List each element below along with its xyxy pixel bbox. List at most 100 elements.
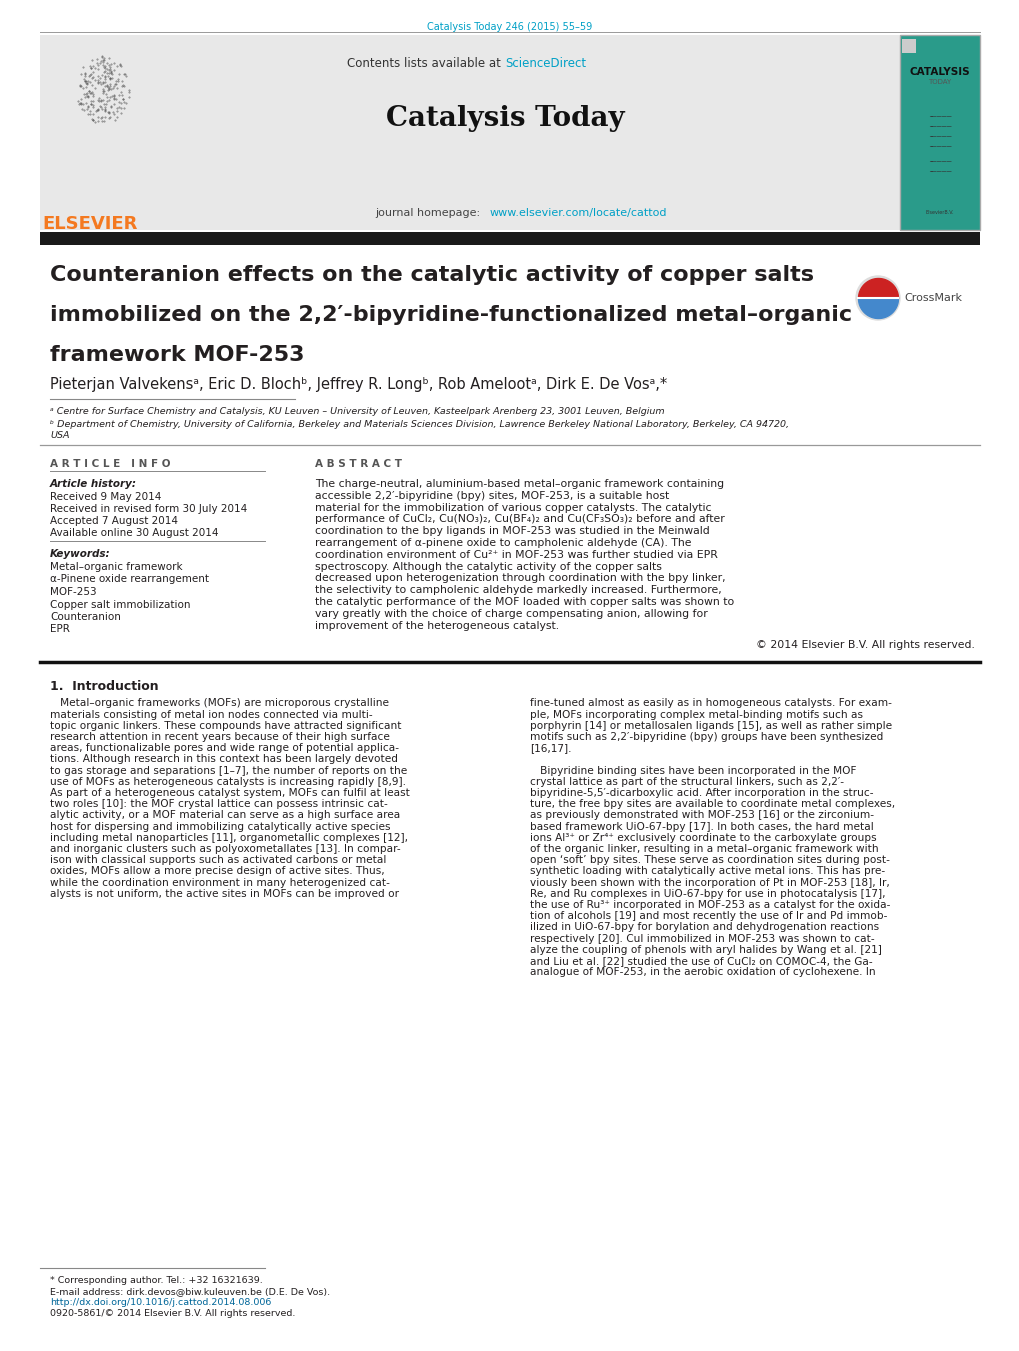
Text: viously been shown with the incorporation of Pt in MOF-253 [18], Ir,: viously been shown with the incorporatio… bbox=[530, 878, 889, 888]
Text: MOF-253: MOF-253 bbox=[50, 586, 97, 597]
Text: 1.  Introduction: 1. Introduction bbox=[50, 681, 159, 693]
Text: 0920-5861/© 2014 Elsevier B.V. All rights reserved.: 0920-5861/© 2014 Elsevier B.V. All right… bbox=[50, 1309, 296, 1319]
Text: vary greatly with the choice of charge compensating anion, allowing for: vary greatly with the choice of charge c… bbox=[315, 609, 707, 619]
Text: E-mail address: dirk.devos@biw.kuleuven.be (D.E. De Vos).: E-mail address: dirk.devos@biw.kuleuven.… bbox=[50, 1288, 330, 1296]
Bar bbox=[901, 39, 915, 53]
Bar bbox=[165, 35, 899, 230]
Text: CATALYSIS: CATALYSIS bbox=[909, 68, 969, 77]
Text: ─────────: ───────── bbox=[928, 115, 951, 119]
Text: including metal nanoparticles [11], organometallic complexes [12],: including metal nanoparticles [11], orga… bbox=[50, 832, 408, 843]
Text: alytic activity, or a MOF material can serve as a high surface area: alytic activity, or a MOF material can s… bbox=[50, 811, 399, 820]
Text: oxides, MOFs allow a more precise design of active sites. Thus,: oxides, MOFs allow a more precise design… bbox=[50, 866, 384, 877]
Text: host for dispersing and immobilizing catalytically active species: host for dispersing and immobilizing cat… bbox=[50, 821, 390, 832]
Text: respectively [20]. CuI immobilized in MOF-253 was shown to cat-: respectively [20]. CuI immobilized in MO… bbox=[530, 934, 873, 943]
Text: coordination environment of Cu²⁺ in MOF-253 was further studied via EPR: coordination environment of Cu²⁺ in MOF-… bbox=[315, 550, 717, 559]
Text: ─────────: ───────── bbox=[928, 170, 951, 174]
Text: as previously demonstrated with MOF-253 [16] or the zirconium-: as previously demonstrated with MOF-253 … bbox=[530, 811, 873, 820]
Text: porphyrin [14] or metallosalen ligands [15], as well as rather simple: porphyrin [14] or metallosalen ligands [… bbox=[530, 721, 892, 731]
Text: based framework UiO-67-bpy [17]. In both cases, the hard metal: based framework UiO-67-bpy [17]. In both… bbox=[530, 821, 873, 832]
Text: material for the immobilization of various copper catalysts. The catalytic: material for the immobilization of vario… bbox=[315, 503, 711, 512]
Text: ple, MOFs incorporating complex metal-binding motifs such as: ple, MOFs incorporating complex metal-bi… bbox=[530, 709, 862, 720]
Text: Catalysis Today 246 (2015) 55–59: Catalysis Today 246 (2015) 55–59 bbox=[427, 22, 592, 32]
Text: α-Pinene oxide rearrangement: α-Pinene oxide rearrangement bbox=[50, 574, 209, 585]
Text: © 2014 Elsevier B.V. All rights reserved.: © 2014 Elsevier B.V. All rights reserved… bbox=[755, 640, 974, 650]
Text: areas, functionalizable pores and wide range of potential applica-: areas, functionalizable pores and wide r… bbox=[50, 743, 398, 754]
Text: two roles [10]: the MOF crystal lattice can possess intrinsic cat-: two roles [10]: the MOF crystal lattice … bbox=[50, 800, 387, 809]
Text: crystal lattice as part of the structural linkers, such as 2,2′-: crystal lattice as part of the structura… bbox=[530, 777, 843, 786]
Text: EPR: EPR bbox=[50, 624, 70, 635]
Text: Accepted 7 August 2014: Accepted 7 August 2014 bbox=[50, 516, 178, 526]
Text: materials consisting of metal ion nodes connected via multi-: materials consisting of metal ion nodes … bbox=[50, 709, 372, 720]
Text: Article history:: Article history: bbox=[50, 480, 137, 489]
Text: ─────────: ───────── bbox=[928, 135, 951, 139]
Bar bbox=[40, 232, 979, 245]
Text: ilized in UiO-67-bpy for borylation and dehydrogenation reactions: ilized in UiO-67-bpy for borylation and … bbox=[530, 923, 878, 932]
Text: immobilized on the 2,2′-bipyridine-functionalized metal–organic: immobilized on the 2,2′-bipyridine-funct… bbox=[50, 305, 851, 326]
Text: the use of Ru³⁺ incorporated in MOF-253 as a catalyst for the oxida-: the use of Ru³⁺ incorporated in MOF-253 … bbox=[530, 900, 890, 911]
Text: [16,17].: [16,17]. bbox=[530, 743, 571, 754]
Text: motifs such as 2,2′-bipyridine (bpy) groups have been synthesized: motifs such as 2,2′-bipyridine (bpy) gro… bbox=[530, 732, 882, 742]
Text: accessible 2,2′-bipyridine (bpy) sites, MOF-253, is a suitable host: accessible 2,2′-bipyridine (bpy) sites, … bbox=[315, 490, 668, 501]
Text: The charge-neutral, aluminium-based metal–organic framework containing: The charge-neutral, aluminium-based meta… bbox=[315, 480, 723, 489]
Text: tions. Although research in this context has been largely devoted: tions. Although research in this context… bbox=[50, 754, 397, 765]
Text: ᵃ Centre for Surface Chemistry and Catalysis, KU Leuven – University of Leuven, : ᵃ Centre for Surface Chemistry and Catal… bbox=[50, 407, 664, 416]
Text: ─────────: ───────── bbox=[928, 126, 951, 128]
Text: * Corresponding author. Tel.: +32 16321639.: * Corresponding author. Tel.: +32 163216… bbox=[50, 1275, 263, 1285]
Text: bipyridine-5,5′-dicarboxylic acid. After incorporation in the struc-: bipyridine-5,5′-dicarboxylic acid. After… bbox=[530, 788, 872, 798]
Text: As part of a heterogeneous catalyst system, MOFs can fulfil at least: As part of a heterogeneous catalyst syst… bbox=[50, 788, 410, 798]
Text: topic organic linkers. These compounds have attracted significant: topic organic linkers. These compounds h… bbox=[50, 721, 401, 731]
Text: of the organic linker, resulting in a metal–organic framework with: of the organic linker, resulting in a me… bbox=[530, 844, 877, 854]
Text: the selectivity to campholenic aldehyde markedly increased. Furthermore,: the selectivity to campholenic aldehyde … bbox=[315, 585, 721, 596]
Text: alyze the coupling of phenols with aryl halides by Wang et al. [21]: alyze the coupling of phenols with aryl … bbox=[530, 944, 881, 955]
Text: Received in revised form 30 July 2014: Received in revised form 30 July 2014 bbox=[50, 504, 247, 513]
Text: Keywords:: Keywords: bbox=[50, 549, 110, 559]
Text: rearrangement of α-pinene oxide to campholenic aldehyde (CA). The: rearrangement of α-pinene oxide to camph… bbox=[315, 538, 691, 549]
Text: Contents lists available at: Contents lists available at bbox=[347, 57, 504, 70]
Text: A B S T R A C T: A B S T R A C T bbox=[315, 459, 401, 469]
Text: journal homepage:: journal homepage: bbox=[375, 208, 483, 218]
Text: the catalytic performance of the MOF loaded with copper salts was shown to: the catalytic performance of the MOF loa… bbox=[315, 597, 734, 607]
Text: ScienceDirect: ScienceDirect bbox=[504, 57, 586, 70]
Text: Counteranion effects on the catalytic activity of copper salts: Counteranion effects on the catalytic ac… bbox=[50, 265, 813, 285]
Text: spectroscopy. Although the catalytic activity of the copper salts: spectroscopy. Although the catalytic act… bbox=[315, 562, 661, 571]
Text: performance of CuCl₂, Cu(NO₃)₂, Cu(BF₄)₂ and Cu(CF₃SO₃)₂ before and after: performance of CuCl₂, Cu(NO₃)₂, Cu(BF₄)₂… bbox=[315, 515, 725, 524]
Text: A R T I C L E   I N F O: A R T I C L E I N F O bbox=[50, 459, 170, 469]
Bar bbox=[40, 35, 165, 230]
Text: coordination to the bpy ligands in MOF-253 was studied in the Meinwald: coordination to the bpy ligands in MOF-2… bbox=[315, 526, 709, 536]
Text: alysts is not uniform, the active sites in MOFs can be improved or: alysts is not uniform, the active sites … bbox=[50, 889, 398, 898]
Text: Available online 30 August 2014: Available online 30 August 2014 bbox=[50, 528, 218, 538]
Text: Bipyridine binding sites have been incorporated in the MOF: Bipyridine binding sites have been incor… bbox=[530, 766, 856, 775]
Text: open ‘soft’ bpy sites. These serve as coordination sites during post-: open ‘soft’ bpy sites. These serve as co… bbox=[530, 855, 889, 865]
Text: ᵇ Department of Chemistry, University of California, Berkeley and Materials Scie: ᵇ Department of Chemistry, University of… bbox=[50, 420, 789, 430]
Text: ─────────: ───────── bbox=[928, 145, 951, 149]
Text: CrossMark: CrossMark bbox=[903, 293, 961, 303]
Text: TODAY: TODAY bbox=[927, 78, 951, 85]
Text: fine-tuned almost as easily as in homogeneous catalysts. For exam-: fine-tuned almost as easily as in homoge… bbox=[530, 698, 891, 708]
Circle shape bbox=[855, 276, 899, 320]
Bar bbox=[899, 35, 979, 230]
Text: ture, the free bpy sites are available to coordinate metal complexes,: ture, the free bpy sites are available t… bbox=[530, 800, 895, 809]
Text: Catalysis Today: Catalysis Today bbox=[385, 105, 624, 132]
Text: and Liu et al. [22] studied the use of CuCl₂ on COMOC-4, the Ga-: and Liu et al. [22] studied the use of C… bbox=[530, 957, 872, 966]
Text: decreased upon heterogenization through coordination with the bpy linker,: decreased upon heterogenization through … bbox=[315, 573, 725, 584]
Text: Counteranion: Counteranion bbox=[50, 612, 121, 621]
Text: Received 9 May 2014: Received 9 May 2014 bbox=[50, 492, 161, 503]
Text: to gas storage and separations [1–7], the number of reports on the: to gas storage and separations [1–7], th… bbox=[50, 766, 407, 775]
Text: research attention in recent years because of their high surface: research attention in recent years becau… bbox=[50, 732, 389, 742]
Text: Re, and Ru complexes in UiO-67-bpy for use in photocatalysis [17],: Re, and Ru complexes in UiO-67-bpy for u… bbox=[530, 889, 884, 898]
Text: ─────────: ───────── bbox=[928, 159, 951, 163]
Text: http://dx.doi.org/10.1016/j.cattod.2014.08.006: http://dx.doi.org/10.1016/j.cattod.2014.… bbox=[50, 1298, 271, 1306]
Text: ison with classical supports such as activated carbons or metal: ison with classical supports such as act… bbox=[50, 855, 386, 865]
Text: Copper salt immobilization: Copper salt immobilization bbox=[50, 600, 191, 609]
Text: while the coordination environment in many heterogenized cat-: while the coordination environment in ma… bbox=[50, 878, 389, 888]
Text: tion of alcohols [19] and most recently the use of Ir and Pd immob-: tion of alcohols [19] and most recently … bbox=[530, 911, 887, 921]
Text: use of MOFs as heterogeneous catalysts is increasing rapidly [8,9].: use of MOFs as heterogeneous catalysts i… bbox=[50, 777, 406, 786]
Text: ELSEVIER: ELSEVIER bbox=[42, 215, 138, 232]
Text: Metal–organic framework: Metal–organic framework bbox=[50, 562, 182, 571]
Text: and inorganic clusters such as polyoxometallates [13]. In compar-: and inorganic clusters such as polyoxome… bbox=[50, 844, 400, 854]
Text: framework MOF-253: framework MOF-253 bbox=[50, 345, 305, 365]
Text: Metal–organic frameworks (MOFs) are microporous crystalline: Metal–organic frameworks (MOFs) are micr… bbox=[50, 698, 388, 708]
Text: www.elsevier.com/locate/cattod: www.elsevier.com/locate/cattod bbox=[489, 208, 666, 218]
Text: synthetic loading with catalytically active metal ions. This has pre-: synthetic loading with catalytically act… bbox=[530, 866, 884, 877]
Text: improvement of the heterogeneous catalyst.: improvement of the heterogeneous catalys… bbox=[315, 620, 558, 631]
